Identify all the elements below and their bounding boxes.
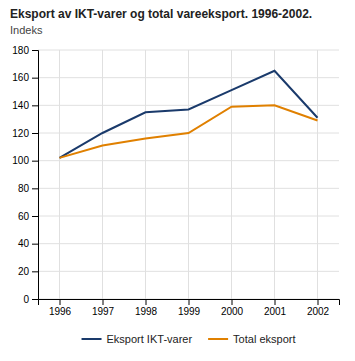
tick: 2000 (221, 299, 244, 317)
grid-line-x (188, 50, 189, 299)
title: Eksport av IKT-varer og total vareekspor… (10, 7, 312, 21)
axis-line (32, 51, 39, 300)
tick-mark (318, 299, 319, 305)
legend-label: Eksport IKT-varer (107, 333, 193, 345)
tick-label: 20 (18, 266, 30, 277)
tick-mark (32, 161, 38, 162)
tick-label: 0 (23, 294, 29, 305)
tick-mark (103, 299, 104, 305)
tick-mark (232, 299, 233, 305)
chart: Eksport av IKT-varer og total vareekspor… (0, 0, 355, 361)
tick: 160 (12, 72, 38, 83)
tick-label: 1997 (92, 306, 115, 317)
tick: 2002 (307, 299, 330, 317)
tick: 1997 (92, 299, 115, 317)
tick-label: 2001 (264, 306, 287, 317)
tick-label: 140 (12, 100, 29, 111)
title-group: Eksport av IKT-varer og total vareekspor… (10, 7, 312, 36)
tick-label: 1998 (135, 306, 158, 317)
tick: 2001 (264, 299, 287, 317)
tick-label: 100 (12, 155, 29, 166)
tick-mark (32, 271, 38, 272)
tick-mark (32, 299, 38, 300)
legend-item: Eksport IKT-varer (82, 333, 193, 345)
tick: 1996 (49, 299, 72, 317)
plot: 1996 1997 1998 1999 2000 2001 2002 0 20 40 60 80 100… (12, 45, 339, 317)
tick-mark (146, 299, 147, 305)
x-axis: 1996 1997 1998 1999 2000 2001 2002 (39, 299, 340, 317)
tick-label: 1999 (178, 306, 201, 317)
tick-mark (32, 244, 38, 245)
tick: 180 (12, 45, 38, 56)
tick-mark (32, 133, 38, 134)
tick-mark (60, 299, 61, 305)
tick: 60 (18, 211, 38, 222)
tick-mark (189, 299, 190, 305)
tick-label: 2002 (307, 306, 330, 317)
tick-mark (32, 78, 38, 79)
tick: 80 (18, 183, 38, 194)
tick-mark (275, 299, 276, 305)
tick-label: 1996 (49, 306, 72, 317)
axis-line (39, 300, 340, 306)
legend-swatch (208, 338, 228, 340)
lines (60, 71, 318, 158)
grid-line-x (102, 50, 103, 299)
tick-label: 120 (12, 128, 29, 139)
grid-line-x (317, 50, 318, 299)
tick: 100 (12, 155, 38, 166)
tick-label: 40 (18, 238, 30, 249)
legend-item: Total eksport (208, 333, 295, 345)
grid-line-x (231, 50, 232, 299)
line (60, 71, 318, 158)
tick-label: 180 (12, 45, 29, 56)
legend: Eksport IKT-varer Total eksport (82, 333, 296, 345)
tick-mark (32, 105, 38, 106)
y-axis: 0 20 40 60 80 100 120 140 160 180 (12, 45, 38, 305)
line (60, 105, 318, 158)
grid (38, 50, 339, 299)
tick-label: 2000 (221, 306, 244, 317)
grid-line-x (274, 50, 275, 299)
legend-swatch (82, 338, 102, 340)
legend-label: Total eksport (233, 333, 295, 345)
tick-label: 160 (12, 72, 29, 83)
tick-label: 80 (18, 183, 30, 194)
subtitle: Indeks (10, 24, 43, 36)
tick: 140 (12, 100, 38, 111)
tick: 0 (23, 294, 38, 305)
tick-label: 60 (18, 211, 30, 222)
tick-mark (32, 216, 38, 217)
tick: 40 (18, 238, 38, 249)
tick: 1999 (178, 299, 201, 317)
tick: 120 (12, 128, 38, 139)
grid-line-x (59, 50, 60, 299)
tick-mark (32, 50, 38, 51)
grid-line-x (145, 50, 146, 299)
tick: 1998 (135, 299, 158, 317)
tick-mark (32, 188, 38, 189)
tick: 20 (18, 266, 38, 277)
